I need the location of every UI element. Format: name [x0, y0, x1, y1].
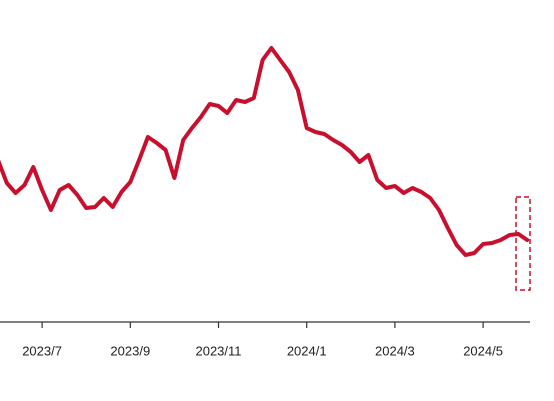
- line-series: [0, 46, 530, 257]
- x-tick-label: 2024/3: [375, 343, 415, 358]
- highlight-box: [515, 196, 531, 291]
- x-tick-label: 2023/9: [110, 343, 150, 358]
- x-tick-label: 2024/5: [463, 343, 503, 358]
- x-tick-label: 2024/1: [287, 343, 327, 358]
- x-tick-label: 2023/11: [195, 343, 241, 358]
- x-tick-label: 2023/7: [22, 343, 62, 358]
